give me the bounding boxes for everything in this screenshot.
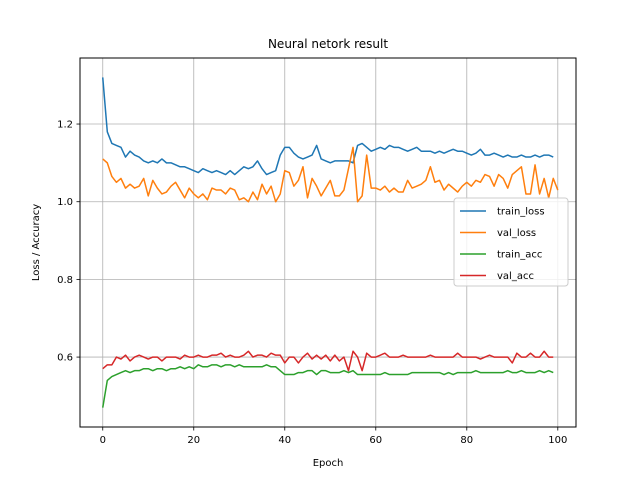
x-axis: 0 20 40 60 80 100 xyxy=(100,427,567,446)
x-tick-label: 20 xyxy=(187,435,200,446)
x-tick-label: 0 xyxy=(100,435,106,446)
legend-label-val-loss: val_loss xyxy=(497,228,536,239)
y-tick-label: 1.0 xyxy=(57,197,73,208)
series-line-val-loss xyxy=(102,146,559,203)
series-line-train-acc xyxy=(102,364,554,408)
legend-box xyxy=(453,197,569,287)
y-tick-label: 0.8 xyxy=(57,275,73,286)
x-tick-label: 40 xyxy=(278,435,291,446)
chart-title: Neural netork result xyxy=(268,37,388,51)
legend-label-train-acc: train_acc xyxy=(497,250,542,261)
legend-label-train-loss: train_loss xyxy=(497,207,545,218)
y-tick-label: 0.6 xyxy=(57,353,73,364)
plot-area xyxy=(79,57,577,428)
series-lines xyxy=(102,77,559,408)
axes-frame xyxy=(79,57,577,428)
series-line-val-acc xyxy=(102,350,554,372)
legend: train_loss val_loss train_acc val_acc xyxy=(453,197,569,287)
x-axis-label: Epoch xyxy=(313,458,344,469)
series-line-train-loss xyxy=(102,77,554,176)
x-tick-label: 60 xyxy=(369,435,382,446)
y-tick-label: 1.2 xyxy=(57,120,73,131)
legend-label-val-acc: val_acc xyxy=(497,271,534,282)
x-tick-label: 100 xyxy=(548,435,567,446)
x-tick-label: 80 xyxy=(460,435,473,446)
y-axis-label: Loss / Accuracy xyxy=(31,204,42,281)
y-axis: 0.6 0.8 1.0 1.2 xyxy=(57,120,80,364)
